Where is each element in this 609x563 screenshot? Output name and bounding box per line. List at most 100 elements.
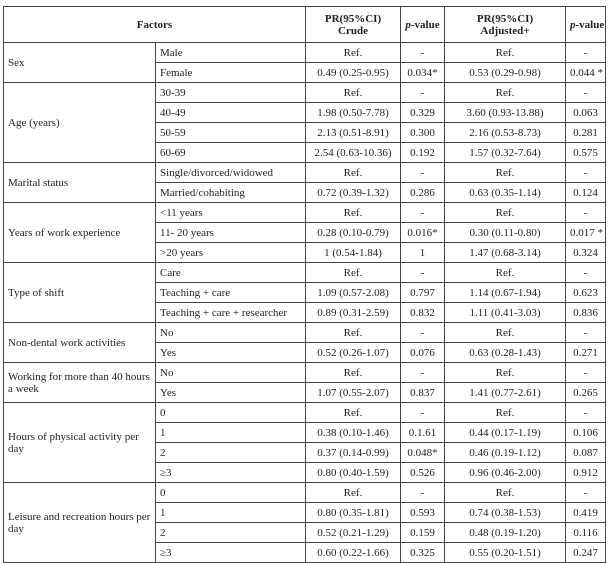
adjusted-p-value-cell: 0.124: [565, 182, 606, 203]
crude-pr-cell: Ref.: [305, 482, 401, 503]
adjusted-p-value-cell: 0.419: [565, 502, 606, 523]
crude-pr-cell: 1 (0.54-1.84): [305, 242, 401, 263]
factor-label: Leisure and recreation hours per day: [3, 482, 156, 563]
adjusted-p-value-cell: 0.116: [565, 522, 606, 543]
adjusted-p-value-cell: 0.044 *: [565, 62, 606, 83]
adjusted-pr-cell: 1.47 (0.68-3.14): [444, 242, 566, 263]
table-row: Non-dental work activities No Ref. - Ref. -: [3, 322, 606, 363]
adjusted-p-value-cell: -: [565, 402, 606, 423]
crude-p-value-cell: 0.593: [400, 502, 445, 523]
crude-p-value-cell: 0.300: [400, 122, 445, 143]
crude-p-value-cell: 0.832: [400, 302, 445, 323]
level-cell: Male: [155, 42, 306, 63]
crude-p-value-cell: -: [400, 82, 445, 103]
adjusted-pr-cell: Ref.: [444, 322, 566, 343]
table-row: ≥3 0.60 (0.22-1.66) 0.325 0.55 (0.20-1.51) 0…: [4, 542, 606, 563]
table-row: ≥3 0.80 (0.40-1.59) 0.526 0.96 (0.46-2.00) 0…: [4, 462, 606, 483]
factor-label: Marital status: [3, 162, 156, 203]
adjusted-p-value-cell: -: [565, 262, 606, 283]
adjusted-pr-cell: 0.63 (0.28-1.43): [444, 342, 566, 363]
adjusted-p-value-cell: -: [565, 82, 606, 103]
adjusted-p-value-cell: 0.063: [565, 102, 606, 123]
level-cell: 0: [155, 402, 306, 423]
adjusted-pr-cell: Ref.: [444, 402, 566, 423]
crude-pr-cell: Ref.: [305, 262, 401, 283]
adjusted-pr-cell: Ref.: [444, 42, 566, 63]
crude-p-value-cell: -: [400, 42, 445, 63]
adjusted-pr-cell: 2.16 (0.53-8.73): [444, 122, 566, 143]
crude-p-value-cell: 0.286: [400, 182, 445, 203]
crude-p-value-cell: 0.797: [400, 282, 445, 303]
adjusted-p-value-cell: 0.087: [565, 442, 606, 463]
level-cell: 40-49: [155, 102, 306, 123]
crude-p-value-cell: 0.048*: [400, 442, 445, 463]
factor-label: Working for more than 40 hours a week: [3, 362, 156, 403]
level-cell: 1: [155, 502, 306, 523]
adjusted-p-value-cell: 0.575: [565, 142, 606, 163]
crude-pr-cell: Ref.: [305, 362, 401, 383]
adjusted-pr-cell: Ref.: [444, 262, 566, 283]
crude-p-value-cell: 0.837: [400, 382, 445, 403]
adjusted-p-value-cell: -: [565, 362, 606, 383]
crude-pr-cell: 0.28 (0.10-0.79): [305, 222, 401, 243]
level-cell: Teaching + care: [155, 282, 306, 303]
results-table: Factors PR(95%CI) Crude p-value PR(95%CI)…: [3, 6, 606, 563]
adjusted-p-value-cell: 0.623: [565, 282, 606, 303]
crude-pr-cell: 0.80 (0.35-1.81): [305, 502, 401, 523]
crude-p-value-cell: -: [400, 202, 445, 223]
adjusted-pr-cell: 0.53 (0.29-0.98): [444, 62, 566, 83]
adjusted-pr-cell: Ref.: [444, 162, 566, 183]
level-cell: Teaching + care + researcher: [155, 302, 306, 323]
level-cell: ≥3: [155, 462, 306, 483]
adjusted-p-value-cell: 0.271: [565, 342, 606, 363]
crude-pr-cell: 0.49 (0.25-0.95): [305, 62, 401, 83]
adjusted-pr-cell: 1.57 (0.32-7.64): [444, 142, 566, 163]
table-row: Working for more than 40 hours a week No R…: [3, 362, 606, 403]
crude-p-value-cell: 0.076: [400, 342, 445, 363]
adjusted-p-value-cell: 0.265: [565, 382, 606, 403]
level-cell: Married/cohabiting: [155, 182, 306, 203]
crude-p-value-cell: 0.329: [400, 102, 445, 123]
crude-p-value-cell: -: [400, 482, 445, 503]
crude-pr-cell: 1.98 (0.50-7.78): [305, 102, 401, 123]
crude-pr-cell: 0.52 (0.21-1.29): [305, 522, 401, 543]
crude-p-value-cell: -: [400, 402, 445, 423]
crude-p-value-cell: -: [400, 262, 445, 283]
crude-p-value-cell: 0.016*: [400, 222, 445, 243]
level-cell: <11 years: [155, 202, 306, 223]
table-row: 60-69 2.54 (0.63-10.36) 0.192 1.57 (0.32-7.…: [4, 142, 606, 163]
table-row: Teaching + care 1.09 (0.57-2.08) 0.797 1.14…: [4, 282, 606, 303]
adjusted-p-value-cell: -: [565, 162, 606, 183]
crude-p-value-cell: 0.325: [400, 542, 445, 563]
crude-p-value-cell: 0.526: [400, 462, 445, 483]
table-row: Leisure and recreation hours per day 0 Ref…: [3, 482, 606, 563]
table-row: 2 0.52 (0.21-1.29) 0.159 0.48 (0.19-1.20) 0.…: [4, 522, 606, 543]
crude-pr-cell: Ref.: [305, 82, 401, 103]
crude-pr-cell: Ref.: [305, 402, 401, 423]
adjusted-p-value-cell: -: [565, 482, 606, 503]
adjusted-pr-cell: 3.60 (0.93-13.88): [444, 102, 566, 123]
adjusted-pr-cell: 0.96 (0.46-2.00): [444, 462, 566, 483]
adjusted-p-value-cell: 0.017 *: [565, 222, 606, 243]
header-row: Factors PR(95%CI) Crude p-value PR(95%CI)…: [3, 6, 606, 43]
header-adjusted: PR(95%CI) Adjusted+: [444, 6, 566, 43]
adjusted-p-value-cell: 0.324: [565, 242, 606, 263]
level-cell: 2: [155, 522, 306, 543]
table-row: Yes 0.52 (0.26-1.07) 0.076 0.63 (0.28-1.43)…: [4, 342, 606, 363]
crude-pr-cell: Ref.: [305, 42, 401, 63]
level-cell: No: [155, 362, 306, 383]
crude-p-value-cell: 1: [400, 242, 445, 263]
adjusted-pr-cell: Ref.: [444, 82, 566, 103]
table-row: Type of shift Care Ref. - Ref. -: [3, 262, 606, 323]
level-cell: Yes: [155, 382, 306, 403]
level-cell: 60-69: [155, 142, 306, 163]
table-row: Married/cohabiting 0.72 (0.39-1.32) 0.286 0…: [4, 182, 606, 203]
level-cell: No: [155, 322, 306, 343]
adjusted-pr-cell: Ref.: [444, 202, 566, 223]
level-cell: Single/divorced/widowed: [155, 162, 306, 183]
table-row: Years of work experience <11 years Ref. - Re…: [3, 202, 606, 263]
level-cell: 11- 20 years: [155, 222, 306, 243]
crude-pr-cell: 1.07 (0.55-2.07): [305, 382, 401, 403]
adjusted-pr-cell: Ref.: [444, 482, 566, 503]
table-row: 2 0.37 (0.14-0.99) 0.048* 0.46 (0.19-1.12) 0…: [4, 442, 606, 463]
